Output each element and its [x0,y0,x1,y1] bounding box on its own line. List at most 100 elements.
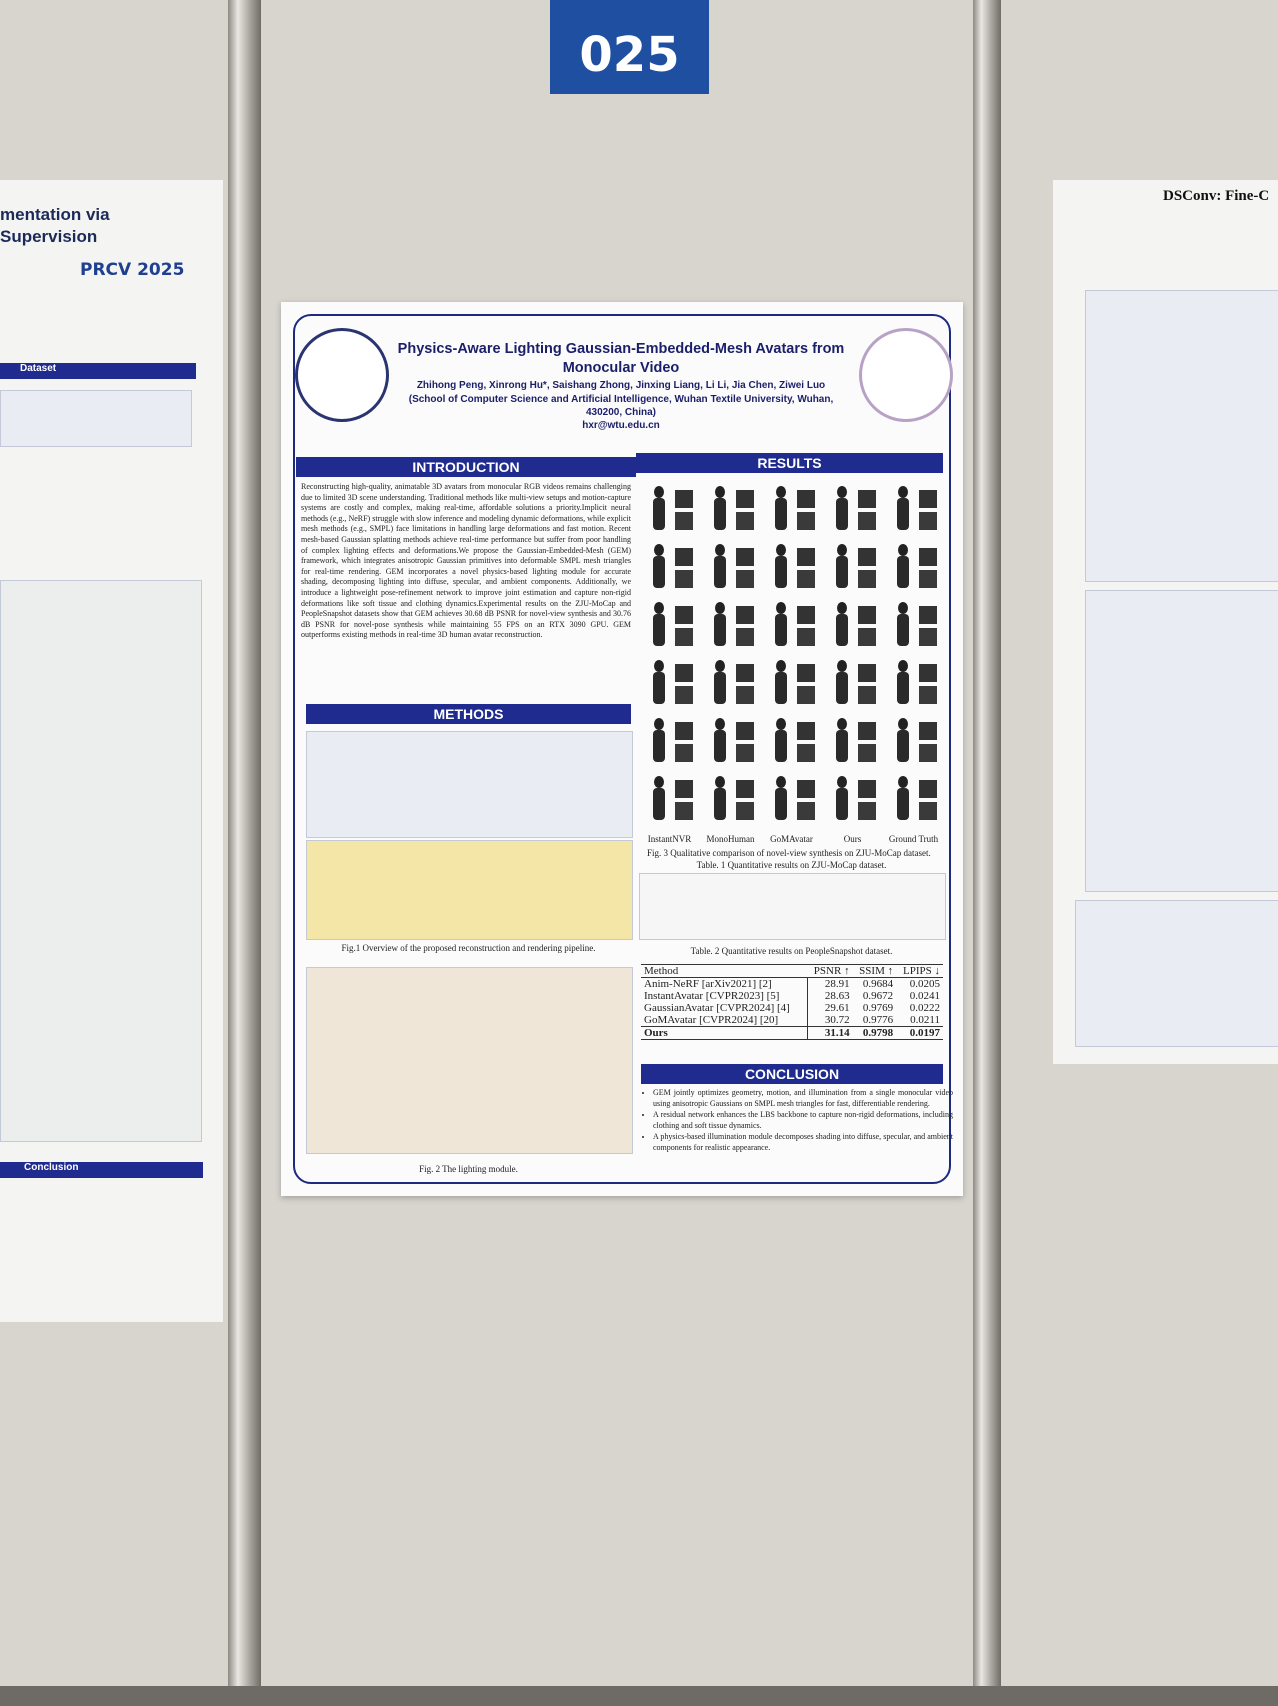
table-cell: 28.63 [806,990,853,1002]
avatar-detail [736,722,754,740]
avatar-detail [858,628,876,646]
table-cell: 31.14 [806,1026,853,1040]
right-figure [1085,590,1278,892]
avatar-detail [736,780,754,798]
avatar-detail [797,802,815,820]
conclusion-bullet: A physics-based illumination module deco… [653,1132,953,1153]
avatar-detail [919,664,937,682]
avatar-detail [858,490,876,508]
avatar-silhouette [836,730,848,762]
avatar-silhouette [654,486,664,498]
table-cell: 0.0205 [909,978,940,990]
avatar-silhouette [836,556,848,588]
avatar-detail [675,722,693,740]
avatar-silhouette [714,730,726,762]
avatar-detail [858,570,876,588]
avatar-silhouette [897,556,909,588]
avatar-silhouette [653,672,665,704]
table-header-cell: LPIPS ↓ [903,965,940,977]
avatar-detail [919,512,937,530]
avatar-silhouette [898,602,908,614]
avatar-silhouette [776,660,786,672]
avatar-detail [736,490,754,508]
avatar-silhouette [714,614,726,646]
table-2: Method PSNR ↑ SSIM ↑ LPIPS ↓ Anim-NeRF [arXi… [641,964,943,1040]
method-label: MonoHuman [706,834,755,844]
right-poster: DSConv: Fine-C [1053,180,1278,1064]
avatar-silhouette [714,556,726,588]
table-cell: 0.9798 [862,1027,894,1039]
left-section-heading: Dataset [0,363,196,379]
right-poster-title: DSConv: Fine-C [1163,188,1270,204]
intro-text: Reconstructing high-quality, animatable … [301,482,631,640]
method-label: GoMAvatar [770,834,813,844]
avatar-silhouette [898,544,908,556]
avatar-detail [675,548,693,566]
avatar-detail [797,686,815,704]
floor [0,1686,1278,1706]
avatar-silhouette [775,556,787,588]
avatar-detail [858,548,876,566]
table-caption: Table. 1 Quantitative results on ZJU-MoC… [696,860,887,870]
table-row: GaussianAvatar [CVPR2024] [4] 29.61 0.9769… [641,1002,943,1014]
avatar-silhouette [898,660,908,672]
avatar-silhouette [715,776,725,788]
avatar-silhouette [715,660,725,672]
avatar-silhouette [653,788,665,820]
avatar-silhouette [714,672,726,704]
avatar-detail [858,722,876,740]
avatar-silhouette [837,486,847,498]
table-cell: 0.0197 [909,1027,940,1039]
avatar-silhouette [715,544,725,556]
avatar-silhouette [837,602,847,614]
poster-email: hxr@wtu.edu.cn [582,420,660,431]
avatar-detail [797,722,815,740]
table-header-row: Method PSNR ↑ SSIM ↑ LPIPS ↓ [641,965,943,978]
avatar-detail [797,490,815,508]
avatar-detail [675,686,693,704]
avatar-silhouette [836,788,848,820]
method-labels: InstantNVR MonoHuman GoMAvatar Ours Ground T… [639,834,944,846]
table-cell: 0.9672 [862,990,894,1002]
avatar-silhouette [837,660,847,672]
avatar-detail [858,512,876,530]
avatar-silhouette [775,672,787,704]
avatar-silhouette [715,486,725,498]
avatar-detail [675,802,693,820]
lighting-figure [306,840,633,940]
left-section-heading: Conclusion [0,1162,203,1178]
section-heading: METHODS [306,704,631,724]
conference-logo [859,328,953,422]
avatar-detail [675,490,693,508]
booth-pole [973,0,1001,1706]
table-cell: 0.9684 [862,978,894,990]
left-poster-logo: PRCV 2025 [80,260,185,280]
university-logo [295,328,389,422]
figure-caption: Fig. 3 Qualitative comparison of novel-v… [647,848,931,858]
avatar-silhouette [714,498,726,530]
avatar-silhouette [654,544,664,556]
poster-affiliation: (School of Computer Science and Artifici… [408,394,834,418]
avatar-detail [919,570,937,588]
avatar-silhouette [775,498,787,530]
avatar-silhouette [653,730,665,762]
table-cell: GaussianAvatar [CVPR2024] [4] [644,1002,790,1014]
avatar-silhouette [776,544,786,556]
poster-title: Physics-Aware Lighting Gaussian-Embedded… [397,341,845,376]
table-header-cell: Method [644,965,679,977]
avatar-detail [919,628,937,646]
avatar-detail [797,548,815,566]
table-1 [639,873,946,940]
table-cell: 29.61 [806,1002,853,1014]
avatar-detail [858,780,876,798]
section-heading: INTRODUCTION [296,457,636,477]
avatar-silhouette [836,498,848,530]
table-row: Anim-NeRF [arXiv2021] [2] 28.91 0.9684 0.02… [641,977,943,990]
avatar-silhouette [897,730,909,762]
avatar-silhouette [837,544,847,556]
avatar-detail [919,548,937,566]
avatar-detail [675,664,693,682]
avatar-silhouette [776,718,786,730]
left-poster-title: mentation via Supervision [0,205,110,246]
